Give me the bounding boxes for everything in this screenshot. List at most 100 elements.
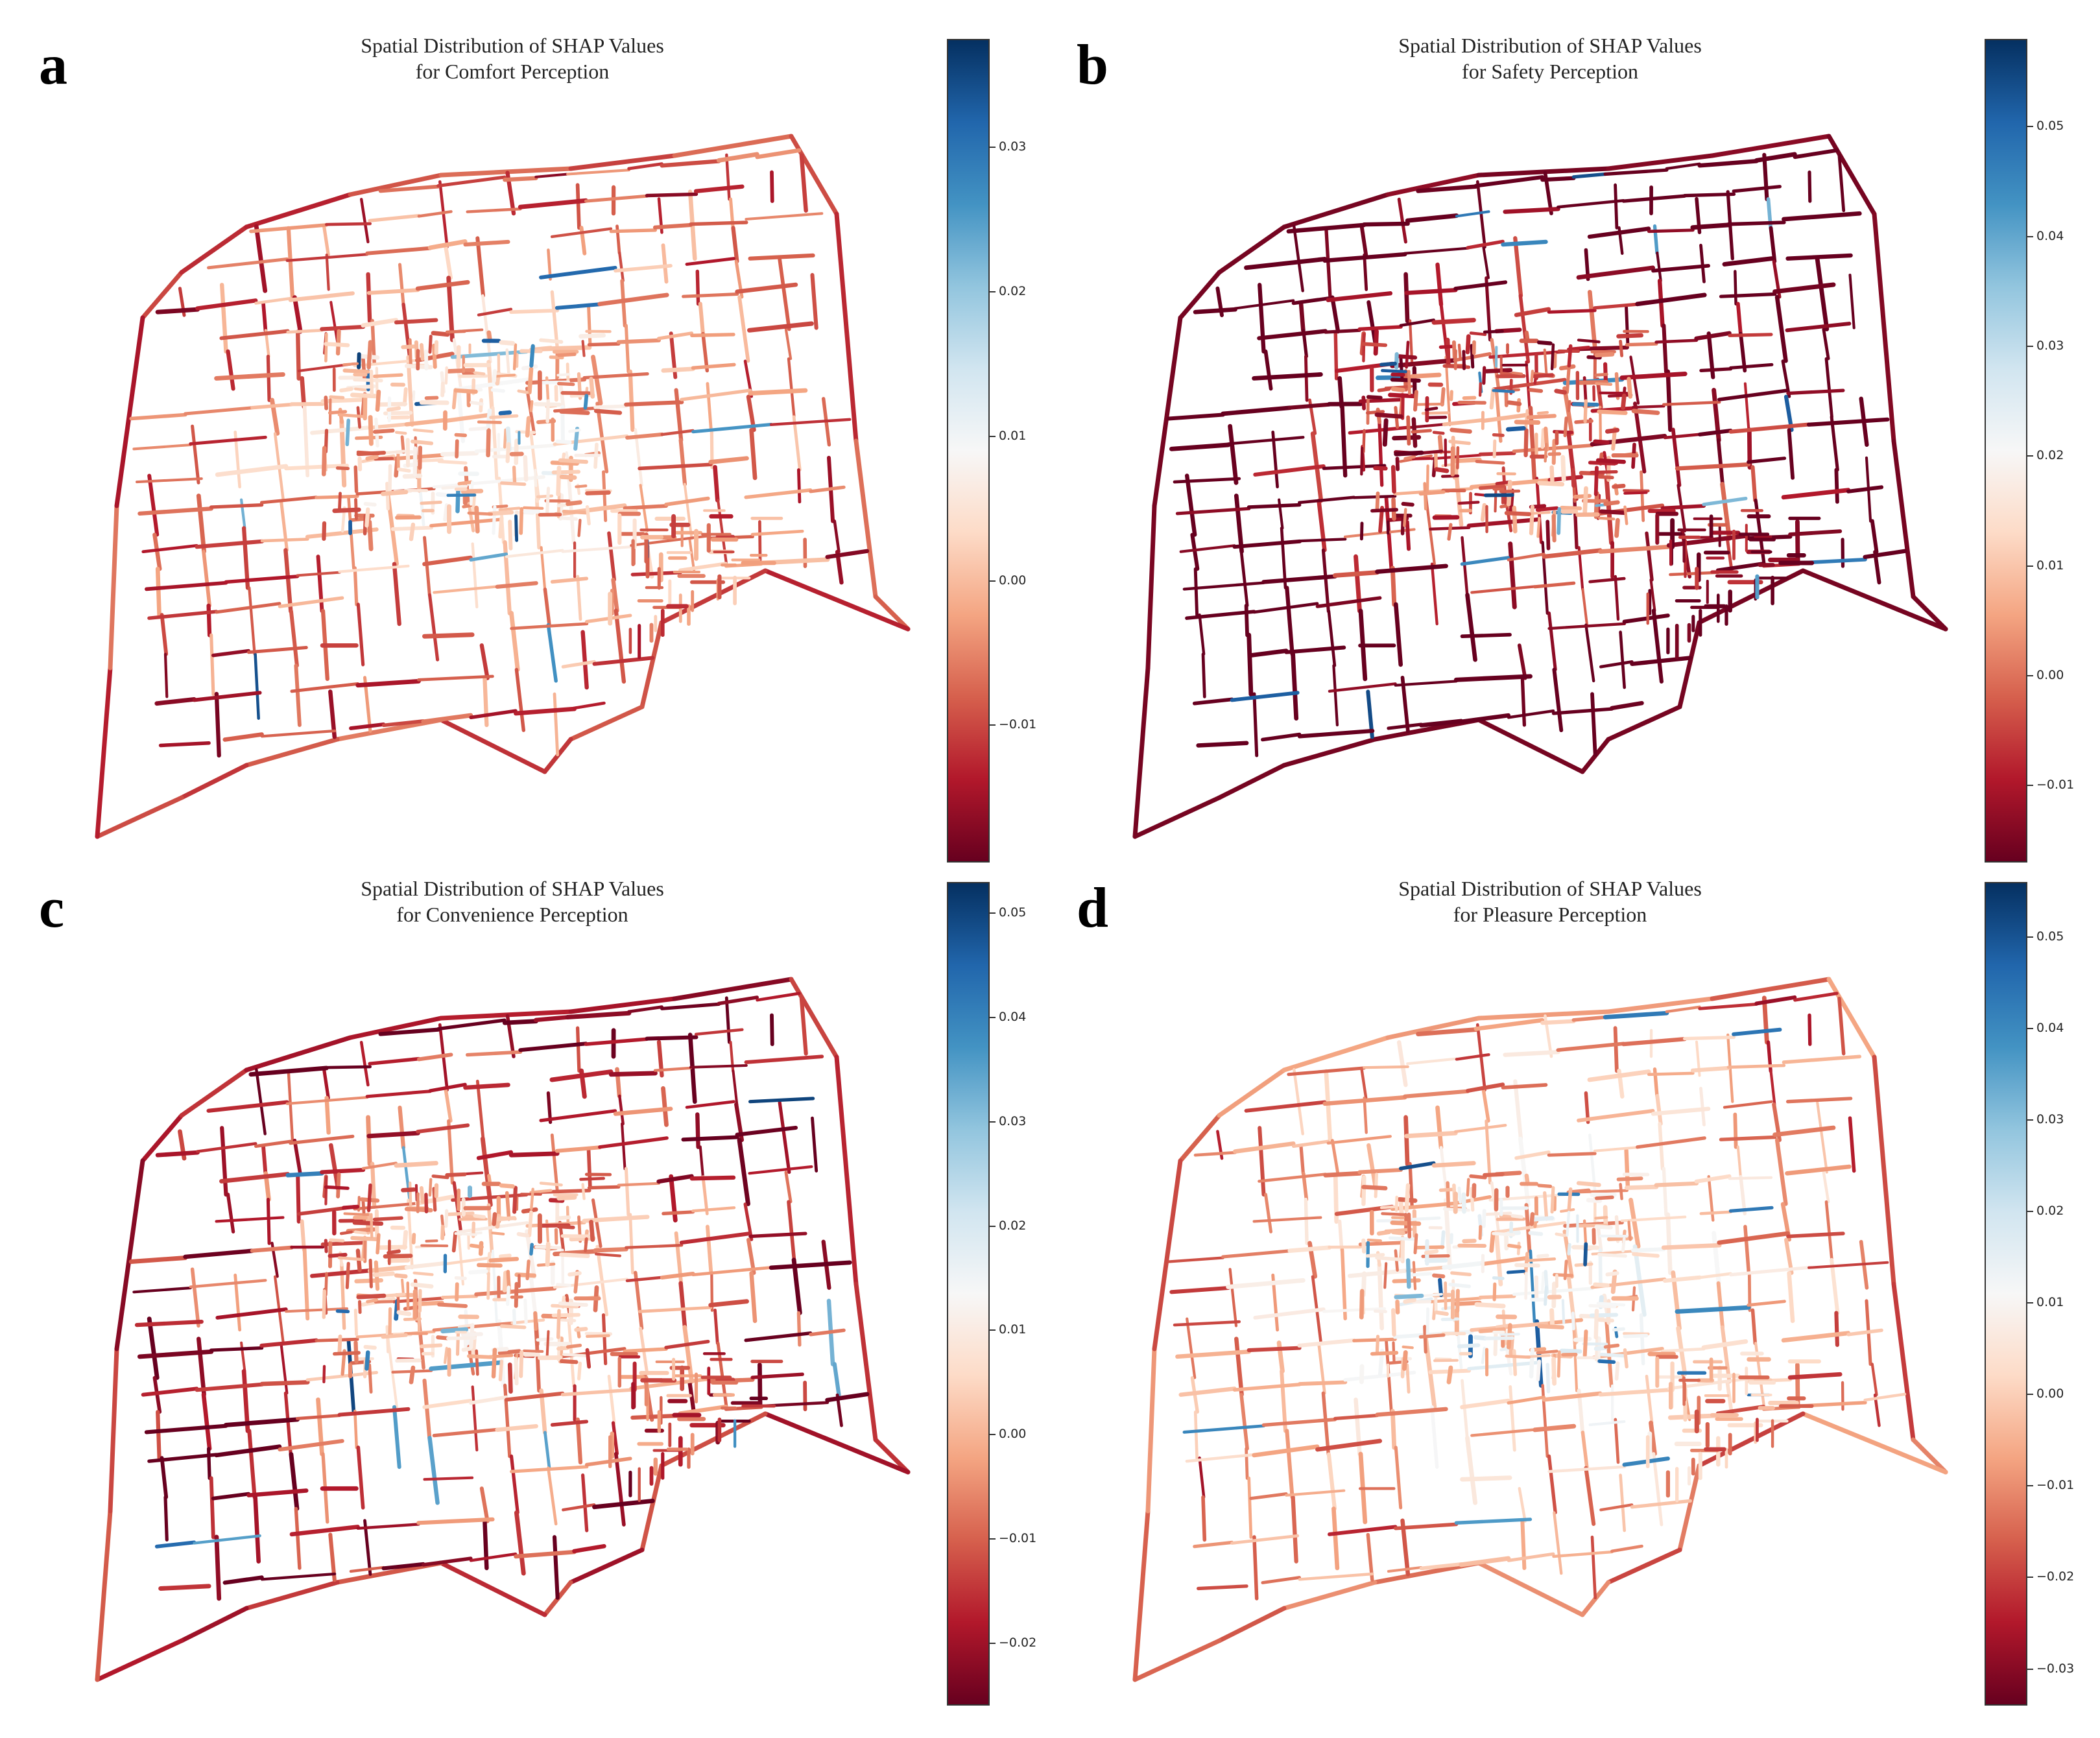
road-segment bbox=[426, 1195, 427, 1211]
road-segment bbox=[1535, 1426, 1574, 1430]
road-segment bbox=[1286, 648, 1344, 652]
road-segment bbox=[519, 391, 527, 392]
road-segment bbox=[1377, 1337, 1378, 1353]
road-segment bbox=[1573, 174, 1605, 177]
road-segment bbox=[387, 1327, 388, 1352]
perimeter-road-segment bbox=[1148, 506, 1154, 668]
road-segment bbox=[1510, 1387, 1515, 1451]
road-segment bbox=[553, 578, 587, 582]
road-segment bbox=[1664, 1169, 1666, 1215]
road-segment bbox=[377, 392, 379, 409]
road-segment bbox=[1826, 359, 1832, 417]
road-segment bbox=[1526, 1274, 1527, 1298]
road-segment bbox=[371, 1215, 372, 1237]
road-segment bbox=[143, 545, 197, 551]
perimeter-road-segment bbox=[1608, 1550, 1680, 1582]
road-segment bbox=[1693, 1068, 1728, 1071]
road-segment bbox=[1293, 654, 1296, 719]
road-segment bbox=[693, 1208, 734, 1211]
road-segment bbox=[1413, 458, 1430, 459]
road-segment bbox=[204, 1395, 209, 1449]
road-segment bbox=[419, 1054, 451, 1059]
road-segment bbox=[1826, 1202, 1832, 1260]
road-segment bbox=[541, 268, 615, 278]
road-segment bbox=[1255, 1309, 1324, 1318]
road-segment bbox=[1254, 1447, 1317, 1455]
road-segment bbox=[425, 1381, 430, 1438]
road-segment bbox=[217, 374, 283, 378]
road-segment bbox=[1501, 491, 1519, 492]
road-segment bbox=[1516, 1265, 1538, 1266]
road-segment bbox=[1585, 1331, 1586, 1355]
road-segment bbox=[1526, 431, 1527, 455]
perimeter-road-segment bbox=[1219, 1608, 1284, 1641]
road-segment bbox=[1434, 320, 1474, 323]
perimeter-road-segment bbox=[246, 1582, 337, 1608]
road-segment bbox=[1588, 1200, 1600, 1201]
road-segment bbox=[559, 354, 575, 355]
road-segment bbox=[1361, 448, 1362, 474]
road-segment bbox=[1514, 1351, 1516, 1374]
road-segment bbox=[1407, 1133, 1456, 1136]
road-segment bbox=[1653, 1109, 1708, 1114]
road-segment bbox=[1621, 632, 1625, 687]
road-segment bbox=[1169, 1258, 1223, 1262]
road-segment bbox=[370, 1365, 371, 1392]
road-segment bbox=[596, 1254, 620, 1256]
road-segment bbox=[571, 1238, 593, 1239]
road-segment bbox=[1731, 425, 1809, 432]
road-segment bbox=[248, 648, 306, 652]
road-segment bbox=[249, 588, 254, 654]
road-segment bbox=[368, 457, 377, 458]
road-segment bbox=[458, 1332, 459, 1355]
road-segment bbox=[1301, 304, 1303, 331]
road-segment bbox=[502, 1326, 525, 1327]
road-segment bbox=[538, 496, 552, 497]
road-segment bbox=[1494, 1233, 1514, 1235]
road-segment bbox=[1251, 1494, 1286, 1499]
road-segment bbox=[512, 613, 518, 669]
road-segment bbox=[1544, 551, 1600, 557]
road-segment bbox=[1383, 370, 1406, 372]
road-segment bbox=[1520, 1488, 1525, 1521]
road-segment bbox=[285, 550, 291, 611]
road-segment bbox=[268, 1200, 269, 1244]
road-segment bbox=[157, 699, 195, 703]
road-segment bbox=[479, 422, 501, 423]
road-segment bbox=[578, 1420, 580, 1462]
road-segment bbox=[375, 431, 393, 432]
road-segment bbox=[1817, 1102, 1827, 1172]
road-segment bbox=[454, 1233, 456, 1250]
road-segment bbox=[1361, 1291, 1362, 1317]
road-segment bbox=[662, 161, 719, 165]
road-segment bbox=[548, 1468, 556, 1524]
road-segment bbox=[750, 1233, 805, 1236]
road-segment bbox=[340, 377, 364, 378]
road-segment bbox=[1667, 1007, 1700, 1012]
road-segment bbox=[693, 1268, 771, 1275]
road-segment bbox=[1457, 447, 1458, 468]
perimeter-road-segment bbox=[837, 1057, 856, 1284]
road-segment bbox=[1300, 1574, 1372, 1579]
perimeter-road-segment bbox=[110, 506, 117, 668]
road-segment bbox=[1476, 1020, 1542, 1029]
road-segment bbox=[505, 178, 536, 180]
road-segment bbox=[185, 1251, 252, 1257]
road-segment bbox=[1333, 665, 1337, 725]
road-segment bbox=[1259, 331, 1325, 339]
road-segment bbox=[734, 228, 737, 261]
road-segment bbox=[1485, 1174, 1502, 1175]
road-segment bbox=[662, 431, 693, 434]
road-segment bbox=[211, 1348, 262, 1350]
title-line-2: for Comfort Perception bbox=[253, 58, 772, 84]
road-segment bbox=[1660, 1124, 1662, 1169]
road-segment bbox=[1542, 430, 1543, 447]
road-segment bbox=[366, 1353, 368, 1369]
road-segment bbox=[1667, 164, 1700, 169]
road-segment bbox=[456, 435, 465, 436]
road-segment bbox=[1633, 1249, 1664, 1250]
colorbar-tick-label: 0.05 bbox=[999, 905, 1026, 920]
road-segment bbox=[1515, 238, 1521, 296]
road-segment bbox=[786, 1173, 791, 1202]
road-segment bbox=[369, 1133, 418, 1136]
